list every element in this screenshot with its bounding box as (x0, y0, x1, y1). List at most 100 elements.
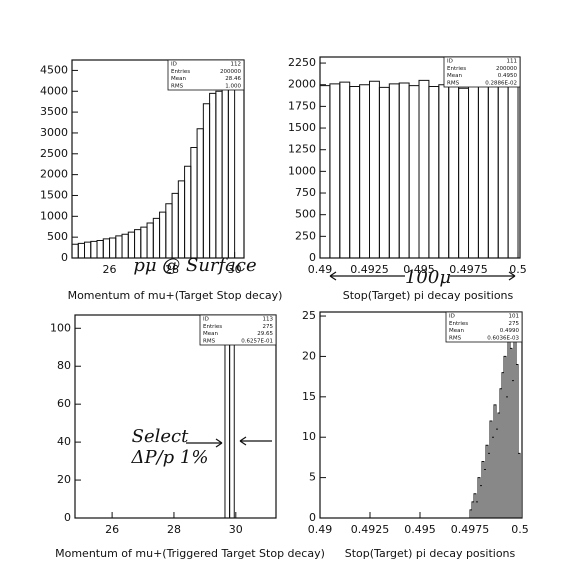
histogram-bin (515, 364, 519, 518)
stats-value: 101 (509, 314, 520, 320)
stats-value: 113 (263, 317, 274, 323)
y-tick-label: 1000 (288, 164, 316, 177)
plot-frame (74, 314, 277, 519)
y-tick-label: 1500 (40, 188, 68, 201)
x-axis-label: Momentum of mu+(Target Stop decay) (68, 289, 283, 302)
stats-value: 28.46 (225, 76, 241, 82)
x-tick-label: 0.4925 (350, 263, 389, 276)
y-tick-label: 4000 (40, 84, 68, 97)
x-tick-label: 0.49 (308, 263, 333, 276)
y-tick-label: 20 (57, 473, 71, 486)
y-tick-label: 5 (309, 471, 316, 484)
y-tick-label: 1750 (288, 99, 316, 112)
stats-value: 0.2886E-02 (485, 80, 517, 86)
y-tick-label: 1500 (288, 121, 316, 134)
stats-label: Entries (171, 69, 190, 75)
y-tick-label: 1250 (288, 143, 316, 156)
y-tick-label: 1000 (40, 209, 68, 222)
stats-value: 200000 (220, 69, 241, 75)
arrows (186, 271, 516, 448)
stats-value: 29.65 (257, 331, 273, 337)
arrow-select-in (186, 438, 223, 448)
x-tick-label: 0.5 (509, 263, 527, 276)
y-tick-label: 750 (295, 186, 316, 199)
y-tick-label: 2000 (288, 78, 316, 91)
annotation: ΔP/p 1% (131, 447, 209, 468)
stats-value: 1.000 (225, 83, 241, 89)
stats-label: Mean (447, 73, 462, 79)
arrow-select-out (239, 436, 272, 446)
annotation: pμ @ Surface (133, 255, 256, 276)
x-axis-label: Momentum of mu+(Triggered Target Stop de… (55, 547, 325, 560)
x-tick-label: 26 (103, 263, 117, 276)
stats-label: ID (203, 317, 209, 323)
arrow-right (450, 271, 516, 281)
x-tick-label: 0.495 (403, 263, 435, 276)
stats-label: Entries (449, 321, 468, 327)
stats-value: 200000 (496, 66, 517, 72)
stats-label: Mean (171, 76, 186, 82)
stats-label: ID (447, 59, 453, 65)
x-tick-label: 0.5 (511, 523, 529, 536)
stats-value: 275 (509, 321, 520, 327)
stats-value: 111 (507, 59, 518, 65)
y-tick-label: 0 (309, 511, 316, 524)
y-tick-label: 250 (295, 229, 316, 242)
stats-value: 112 (231, 62, 242, 68)
stats-label: Mean (203, 331, 218, 337)
stats-value: 0.6036E-03 (487, 335, 519, 341)
stats-value: 0.4950 (498, 73, 518, 79)
y-tick-label: 40 (57, 435, 71, 448)
histogram-bin (517, 452, 521, 518)
x-tick-label: 0.49 (308, 523, 333, 536)
y-tick-label: 3500 (40, 105, 68, 118)
y-tick-label: 0 (309, 251, 316, 264)
y-tick-label: 0 (64, 511, 71, 524)
y-tick-label: 20 (302, 349, 316, 362)
x-tick-label: 26 (105, 523, 119, 536)
y-tick-label: 15 (302, 390, 316, 403)
x-axis-label: Stop(Target) pi decay positions (343, 289, 514, 302)
y-tick-label: 4500 (40, 63, 68, 76)
stats-value: 0.4990 (500, 328, 520, 334)
stats-box (167, 59, 245, 91)
stats-label: ID (171, 62, 177, 68)
stats-box (199, 314, 277, 346)
stats-label: RMS (203, 338, 216, 344)
y-tick-label: 0 (61, 251, 68, 264)
y-tick-label: 10 (302, 430, 316, 443)
stats-value: 275 (263, 324, 274, 330)
annotation: 100μ (405, 267, 451, 288)
stats-box (443, 56, 521, 88)
stats-label: ID (449, 314, 455, 320)
stats-label: Entries (447, 66, 466, 72)
stats-label: Entries (203, 324, 222, 330)
y-tick-label: 100 (50, 321, 71, 334)
x-tick-label: 30 (229, 523, 243, 536)
plot-frame (71, 59, 245, 259)
arrow-left (329, 271, 405, 281)
x-tick-label: 30 (228, 263, 242, 276)
x-tick-label: 28 (167, 523, 181, 536)
y-tick-label: 2000 (40, 168, 68, 181)
y-tick-label: 3000 (40, 126, 68, 139)
stats-value: 0.6257E-01 (241, 338, 273, 344)
y-tick-label: 500 (47, 230, 68, 243)
stats-label: Mean (449, 328, 464, 334)
stats-label: RMS (449, 335, 462, 341)
x-tick-label: 0.4975 (451, 523, 490, 536)
y-tick-label: 500 (295, 208, 316, 221)
x-tick-label: 28 (165, 263, 179, 276)
y-tick-label: 60 (57, 397, 71, 410)
y-tick-label: 25 (302, 309, 316, 322)
stats-label: RMS (171, 83, 184, 89)
y-tick-label: 2500 (40, 147, 68, 160)
y-tick-label: 80 (57, 359, 71, 372)
stats-label: RMS (447, 80, 460, 86)
plot-frame (319, 311, 523, 519)
stats-box (445, 311, 523, 343)
x-tick-label: 0.4925 (351, 523, 390, 536)
annotation: Select (132, 426, 189, 447)
x-axis-label: Stop(Target) pi decay positions (345, 547, 516, 560)
y-tick-label: 2250 (288, 56, 316, 69)
